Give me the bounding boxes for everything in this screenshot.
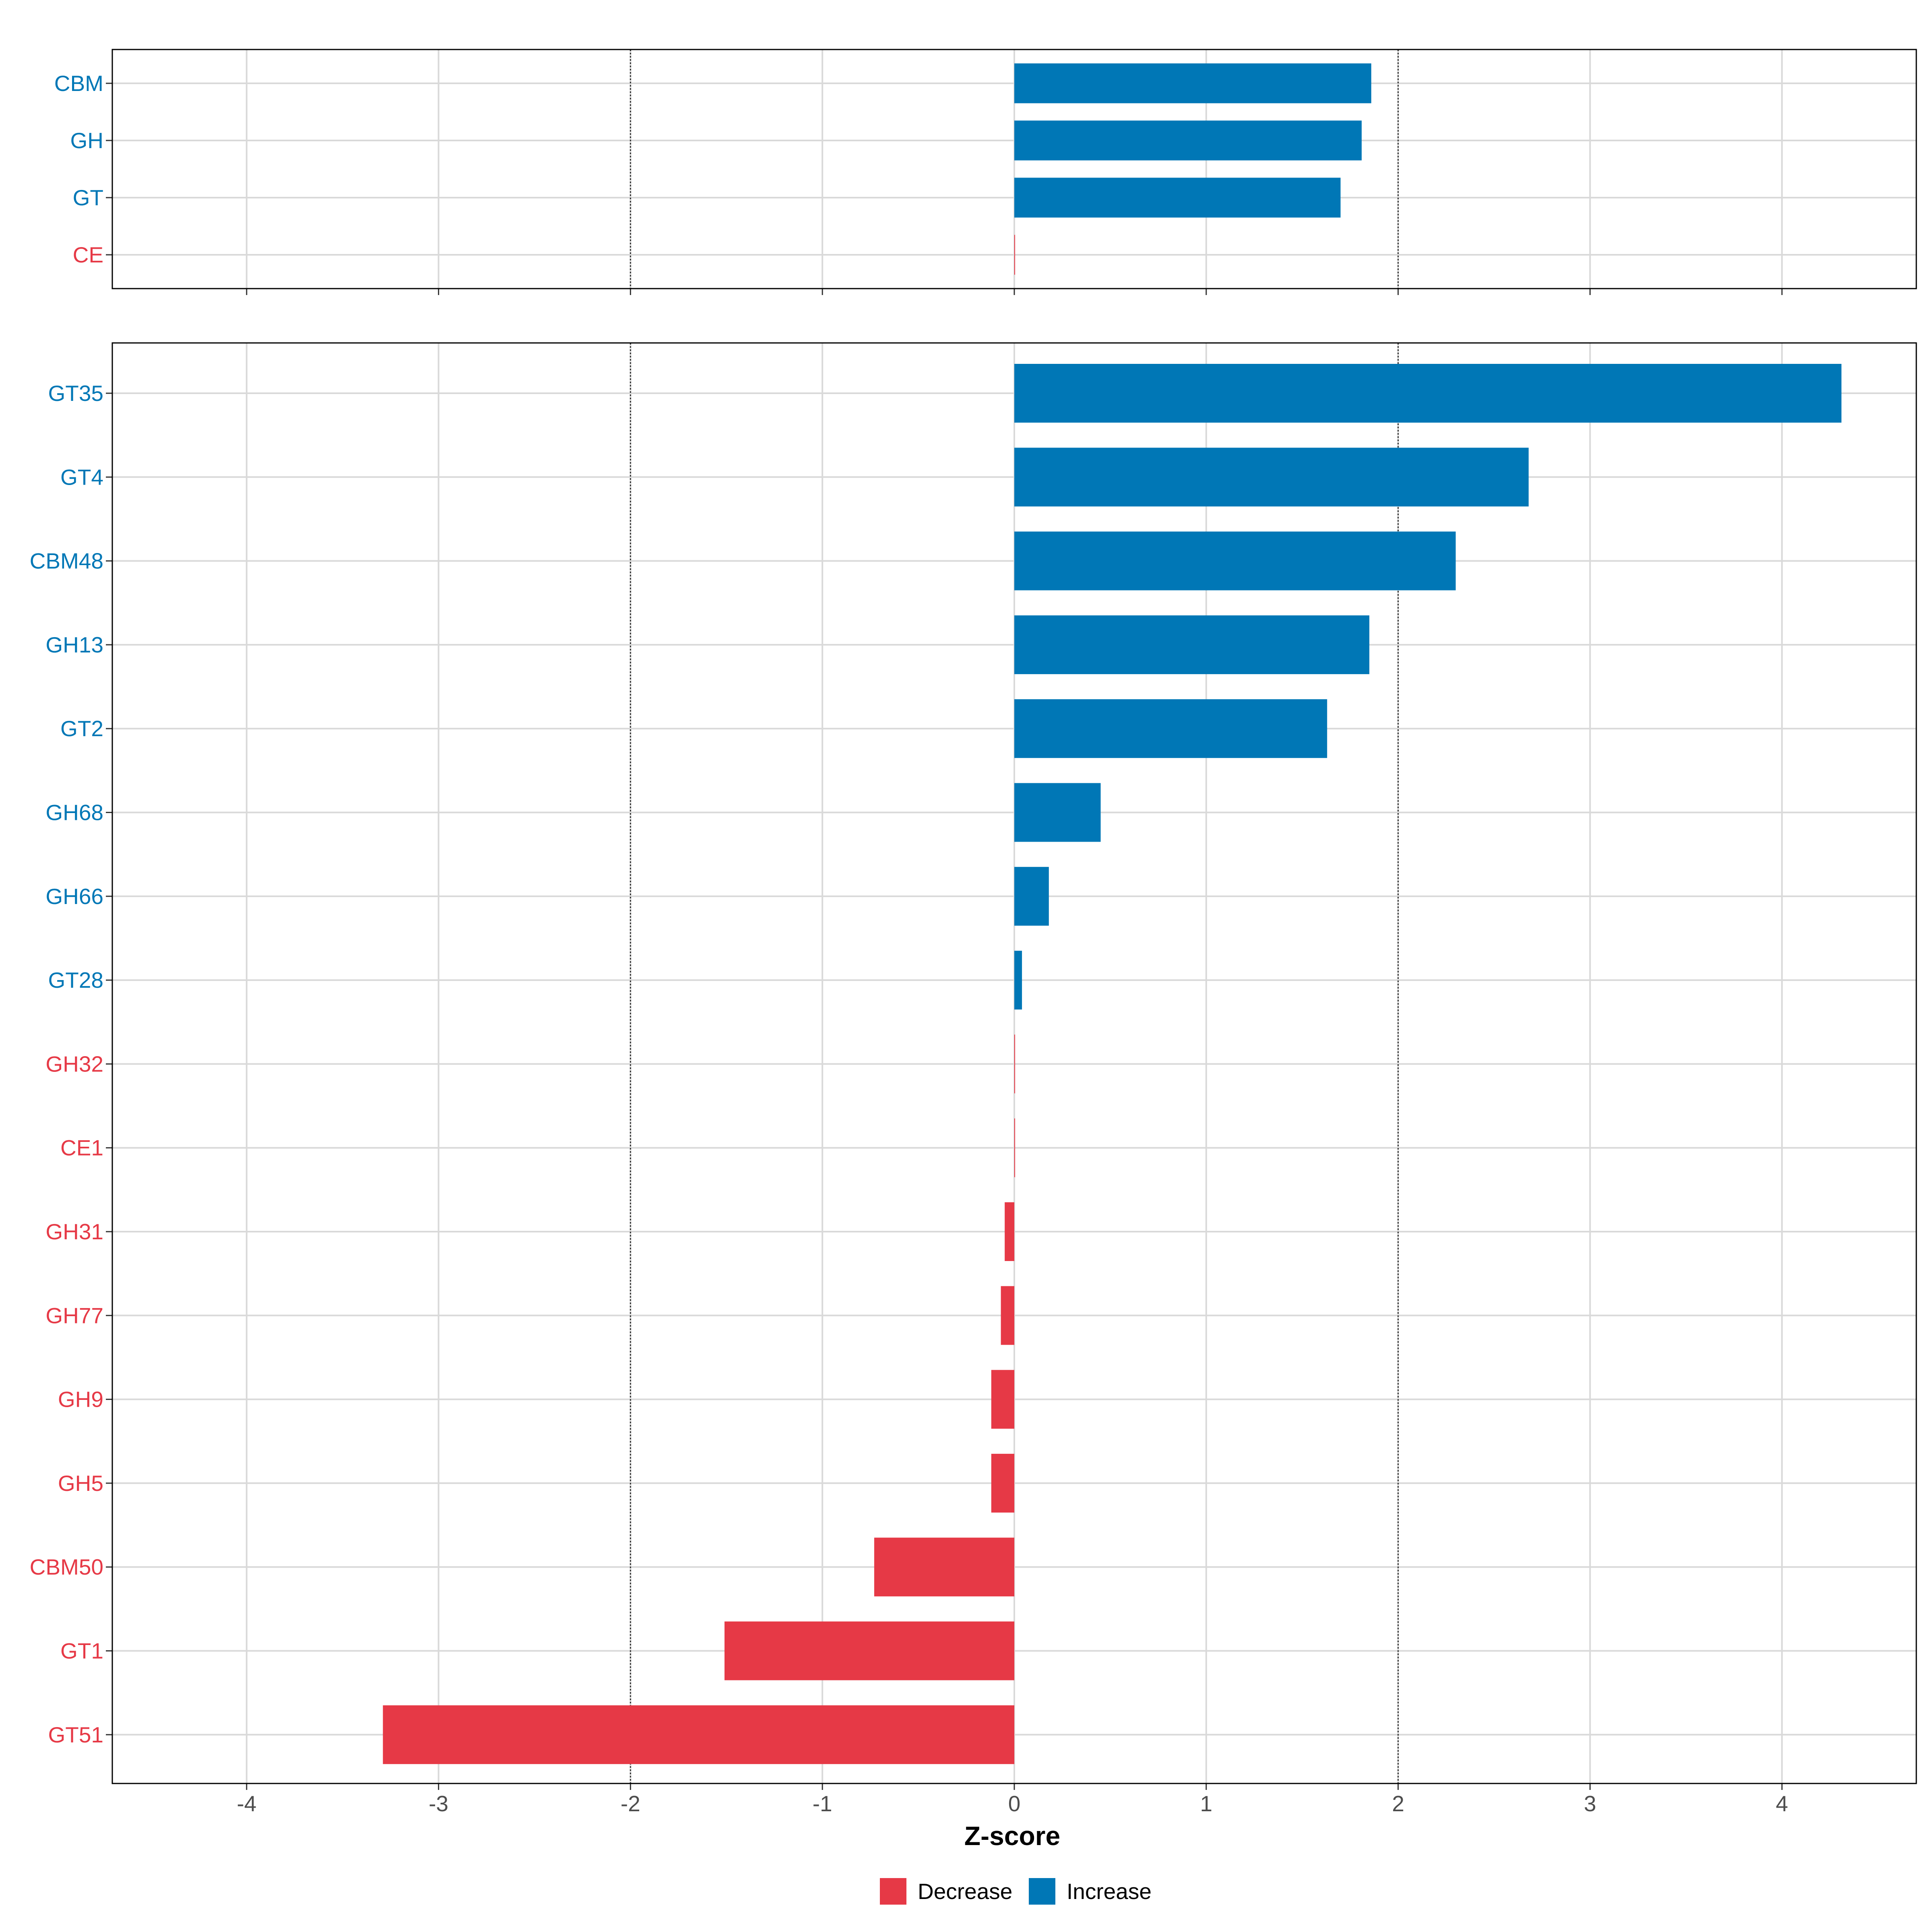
x-axis-title: Z-score xyxy=(964,1821,1060,1851)
legend-swatch-increase xyxy=(1029,1878,1055,1905)
bar-gt4 xyxy=(1014,448,1529,507)
y-label-gt35: GT35 xyxy=(48,381,103,406)
legend-swatch-decrease xyxy=(880,1878,906,1905)
y-label-gh31: GH31 xyxy=(45,1219,103,1244)
x-tick-label-3: 3 xyxy=(1584,1791,1596,1816)
bar-gh13 xyxy=(1014,615,1370,674)
x-tick-label-4: 4 xyxy=(1776,1791,1788,1816)
y-label-gt4: GT4 xyxy=(60,464,103,489)
x-tick-label-0: 0 xyxy=(1008,1791,1021,1816)
y-label-gh: GH xyxy=(70,128,104,153)
x-axis: -4 -3 -2 -1 0 1 2 3 4 xyxy=(237,1791,1788,1816)
y-label-cbm50: CBM50 xyxy=(30,1554,103,1579)
family-panel: GT35 GT4 CBM48 GH13 GT2 GH68 GH66 GT28 GH32 CE1 GH… xyxy=(30,342,1917,1790)
legend: Decrease Increase xyxy=(880,1878,1152,1905)
bar-gh31 xyxy=(1005,1202,1014,1261)
x-tick-label-2: 2 xyxy=(1392,1791,1404,1816)
y-label-gt28: GT28 xyxy=(48,968,103,993)
y-label-gh68: GH68 xyxy=(45,800,103,825)
bar-gt28 xyxy=(1014,951,1022,1010)
y-label-gh77: GH77 xyxy=(45,1303,103,1328)
y-label-gt2: GT2 xyxy=(60,716,103,741)
y-label-gh32: GH32 xyxy=(45,1051,103,1076)
y-label-ce1: CE1 xyxy=(60,1135,103,1160)
bar-cbm50 xyxy=(874,1538,1014,1597)
x-tick-label-1: 1 xyxy=(1200,1791,1213,1816)
y-label-gt: GT xyxy=(73,185,103,210)
bar-gh32 xyxy=(1014,1034,1015,1094)
bar-cbm48 xyxy=(1014,531,1456,590)
panel-border xyxy=(111,342,1917,1784)
class-panel: CBM GH GT CE xyxy=(54,49,1917,295)
bar-ce1 xyxy=(1014,1118,1015,1177)
bar-gh68 xyxy=(1014,783,1101,842)
y-label-gh5: GH5 xyxy=(58,1471,103,1496)
bar-gt2 xyxy=(1014,699,1327,758)
bar-gt1 xyxy=(724,1621,1014,1680)
y-label-cbm48: CBM48 xyxy=(30,549,103,574)
y-label-cbm: CBM xyxy=(54,71,103,96)
panel-border xyxy=(111,49,1917,289)
x-tick-label--4: -4 xyxy=(237,1791,256,1816)
y-label-gh9: GH9 xyxy=(58,1387,103,1412)
bar-gt51 xyxy=(383,1705,1014,1764)
y-label-gh13: GH13 xyxy=(45,632,103,657)
bar-cbm xyxy=(1014,63,1371,103)
legend-label-increase: Increase xyxy=(1067,1879,1152,1904)
y-label-gt51: GT51 xyxy=(48,1722,103,1747)
x-tick-label--2: -2 xyxy=(621,1791,640,1816)
y-label-gt1: GT1 xyxy=(60,1639,103,1664)
bar-gt35 xyxy=(1014,364,1842,423)
bar-gh66 xyxy=(1014,867,1049,926)
y-label-ce: CE xyxy=(73,242,103,267)
bar-gt xyxy=(1014,178,1341,218)
x-tick-label--3: -3 xyxy=(429,1791,448,1816)
bar-gh5 xyxy=(991,1453,1014,1513)
bar-gh77 xyxy=(1001,1286,1014,1345)
bar-gh9 xyxy=(991,1370,1014,1429)
bar-ce xyxy=(1014,235,1015,275)
bar-gh xyxy=(1014,120,1362,161)
y-label-gh66: GH66 xyxy=(45,884,103,909)
legend-label-decrease: Decrease xyxy=(918,1879,1012,1904)
x-tick-label--1: -1 xyxy=(813,1791,832,1816)
